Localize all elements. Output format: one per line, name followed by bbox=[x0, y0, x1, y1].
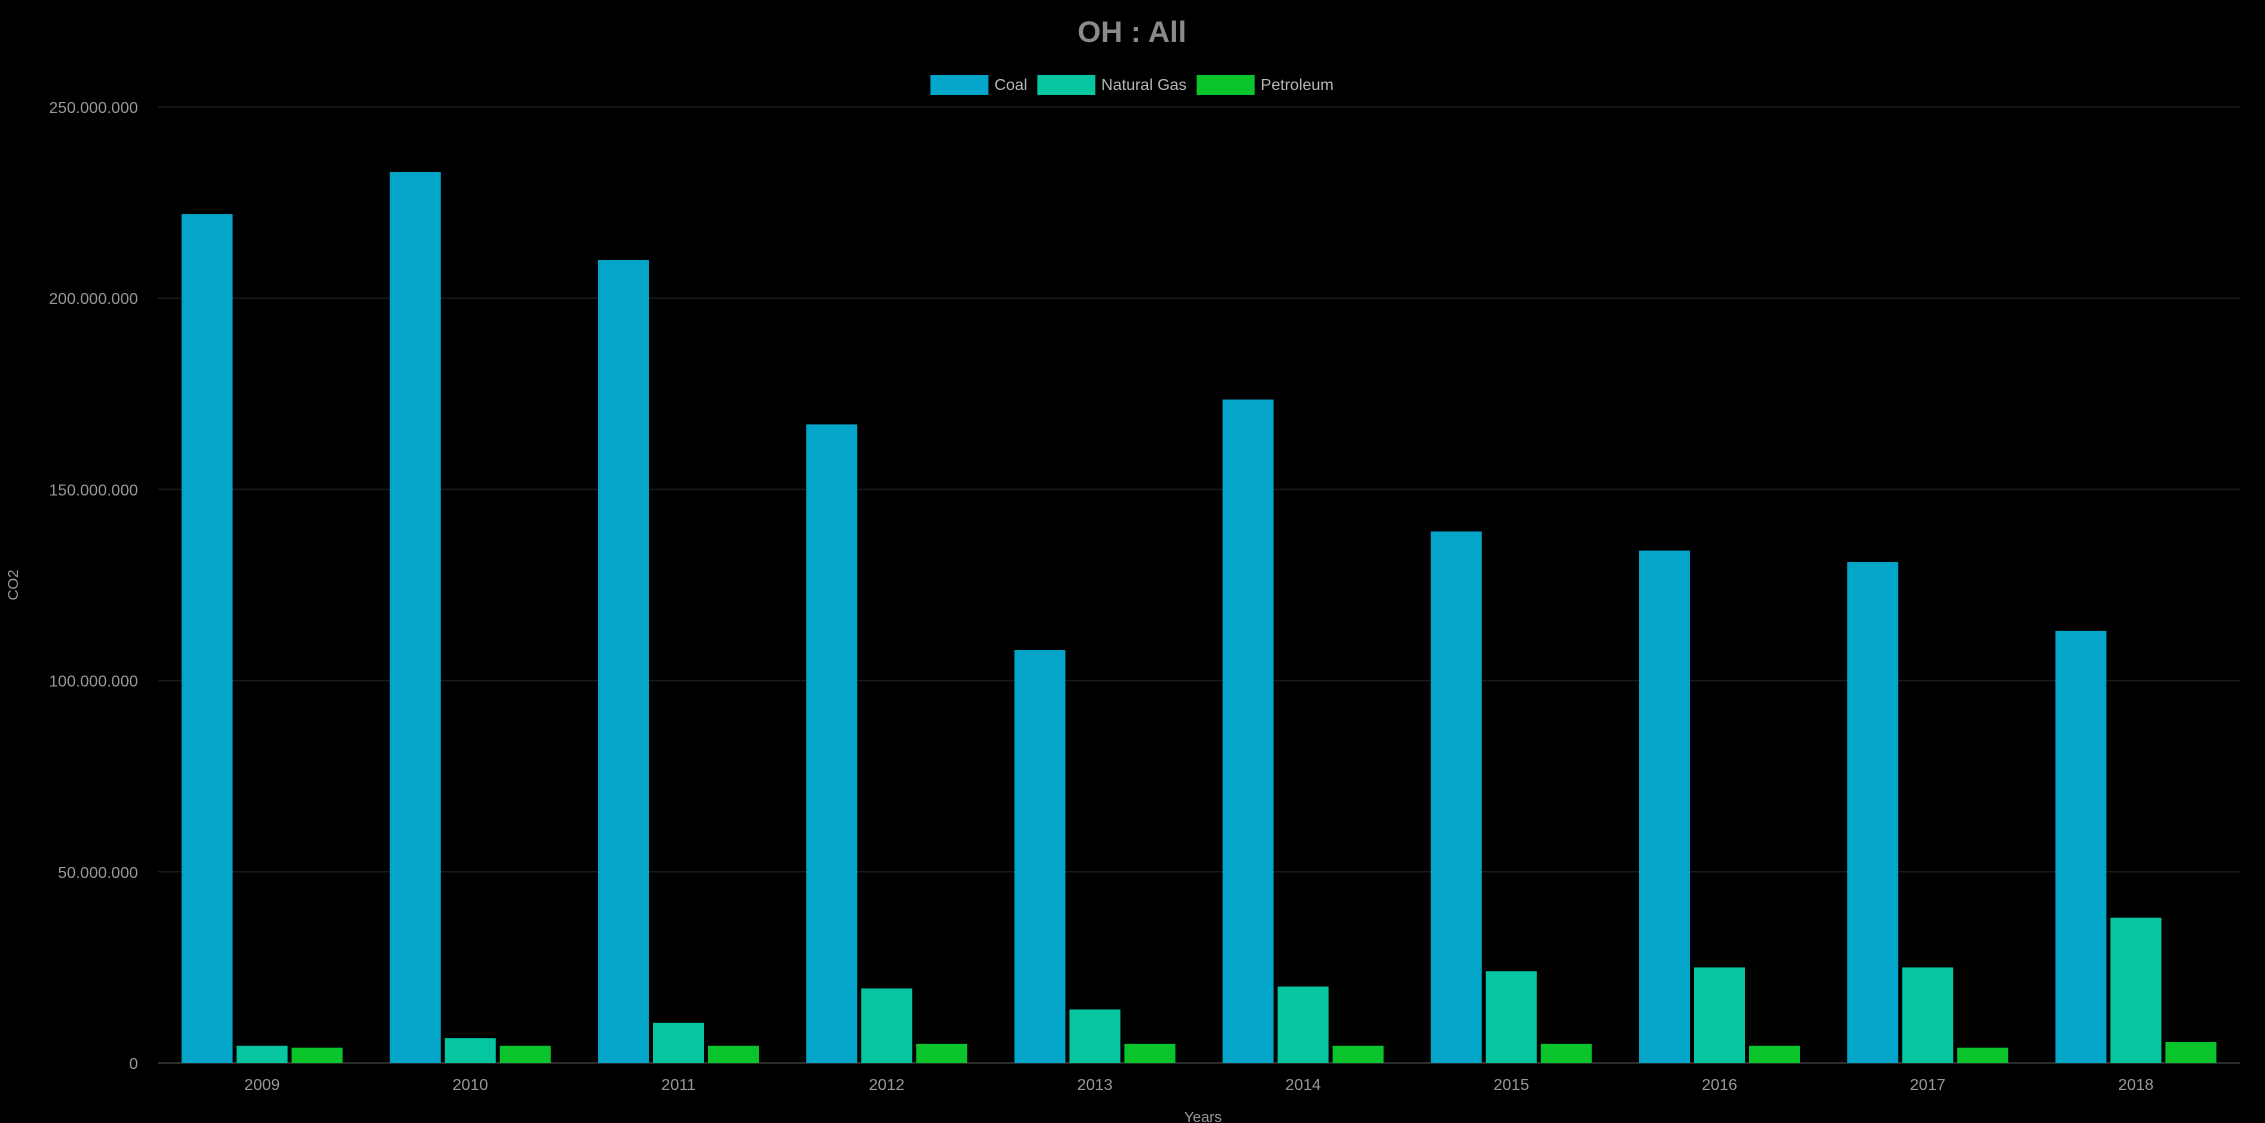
bars bbox=[181, 172, 2217, 1064]
y-tick-label: 150.000.000 bbox=[49, 482, 138, 499]
bar-petroleum-2013[interactable] bbox=[1124, 1043, 1176, 1063]
y-tick-label: 100.000.000 bbox=[49, 674, 138, 691]
bar-coal-2012[interactable] bbox=[806, 424, 858, 1064]
x-tick-label: 2010 bbox=[453, 1077, 489, 1094]
legend-label: Natural Gas bbox=[1101, 77, 1186, 94]
bar-coal-2018[interactable] bbox=[2055, 630, 2107, 1063]
bar-petroleum-2012[interactable] bbox=[916, 1043, 968, 1063]
bar-group-2015 bbox=[1430, 531, 1592, 1063]
bar-petroleum-2016[interactable] bbox=[1749, 1045, 1800, 1063]
legend: Coal Natural Gas Petroleum bbox=[930, 75, 1334, 95]
bar-natural-gas-2018[interactable] bbox=[2110, 917, 2162, 1063]
bar-petroleum-2017[interactable] bbox=[1957, 1047, 2009, 1063]
bar-coal-2013[interactable] bbox=[1014, 650, 1066, 1063]
bar-petroleum-2009[interactable] bbox=[291, 1047, 343, 1063]
bar-natural-gas-2017[interactable] bbox=[1902, 967, 1954, 1063]
bar-natural-gas-2013[interactable] bbox=[1069, 1009, 1121, 1063]
bar-coal-2009[interactable] bbox=[181, 214, 233, 1063]
bar-petroleum-2011[interactable] bbox=[708, 1045, 759, 1063]
bar-natural-gas-2009[interactable] bbox=[236, 1045, 288, 1063]
x-tick-label: 2011 bbox=[661, 1077, 696, 1094]
bar-natural-gas-2011[interactable] bbox=[653, 1022, 704, 1063]
x-tick-label: 2009 bbox=[244, 1077, 280, 1094]
bar-petroleum-2014[interactable] bbox=[1332, 1045, 1384, 1063]
x-tick-label: 2013 bbox=[1077, 1077, 1113, 1094]
bar-coal-2015[interactable] bbox=[1430, 531, 1482, 1063]
bar-natural-gas-2016[interactable] bbox=[1694, 967, 1745, 1063]
bar-petroleum-2010[interactable] bbox=[499, 1045, 551, 1063]
bar-coal-2014[interactable] bbox=[1222, 399, 1274, 1063]
legend-item-natural-gas[interactable]: Natural Gas bbox=[1037, 75, 1187, 95]
bar-group-2009 bbox=[181, 214, 343, 1063]
legend-label: Petroleum bbox=[1261, 77, 1334, 94]
x-tick-label: 2012 bbox=[869, 1077, 905, 1094]
y-axis-label: CO2 bbox=[5, 570, 22, 601]
bar-group-2014 bbox=[1222, 399, 1384, 1063]
bar-group-2017 bbox=[1847, 562, 2009, 1063]
x-tick-label: 2017 bbox=[1910, 1077, 1946, 1094]
bar-petroleum-2018[interactable] bbox=[2165, 1041, 2217, 1063]
bar-group-2016 bbox=[1639, 550, 1800, 1063]
legend-swatch bbox=[1037, 75, 1096, 95]
x-axis-ticks: 2009 2010 2011 2012 2013 2014 2015 2016 2017 2018 bbox=[244, 1077, 2153, 1094]
bar-natural-gas-2012[interactable] bbox=[861, 988, 913, 1063]
legend-item-petroleum[interactable]: Petroleum bbox=[1196, 75, 1334, 95]
y-tick-label: 200.000.000 bbox=[49, 291, 138, 308]
x-tick-label: 2014 bbox=[1285, 1077, 1321, 1094]
x-axis-label: Years bbox=[1184, 1109, 1222, 1123]
bar-coal-2017[interactable] bbox=[1847, 562, 1899, 1063]
bar-group-2018 bbox=[2055, 630, 2217, 1063]
y-tick-label: 50.000.000 bbox=[58, 865, 138, 882]
x-tick-label: 2015 bbox=[1494, 1077, 1530, 1094]
legend-swatch bbox=[1196, 75, 1255, 95]
x-tick-label: 2018 bbox=[2118, 1077, 2154, 1094]
gridlines bbox=[158, 106, 2240, 1064]
bar-group-2012 bbox=[806, 424, 968, 1064]
bar-natural-gas-2015[interactable] bbox=[1485, 971, 1537, 1063]
y-tick-label: 0 bbox=[129, 1056, 138, 1073]
legend-swatch bbox=[930, 75, 989, 95]
bar-coal-2011[interactable] bbox=[598, 259, 649, 1064]
bar-natural-gas-2014[interactable] bbox=[1277, 986, 1329, 1063]
y-axis-ticks: 0 50.000.000 100.000.000 150.000.000 200.000… bbox=[49, 100, 138, 1073]
bar-coal-2016[interactable] bbox=[1639, 550, 1690, 1063]
legend-label: Coal bbox=[994, 77, 1027, 94]
bar-petroleum-2015[interactable] bbox=[1540, 1043, 1592, 1063]
bar-group-2013 bbox=[1014, 650, 1176, 1063]
legend-item-coal[interactable]: Coal bbox=[930, 75, 1027, 95]
bar-coal-2010[interactable] bbox=[389, 172, 441, 1063]
bar-group-2011 bbox=[598, 259, 759, 1064]
chart-title: OH : All bbox=[1078, 16, 1187, 49]
bar-group-2010 bbox=[389, 172, 551, 1063]
y-tick-label: 250.000.000 bbox=[49, 100, 138, 117]
bar-natural-gas-2010[interactable] bbox=[444, 1038, 496, 1063]
x-tick-label: 2016 bbox=[1702, 1077, 1738, 1094]
